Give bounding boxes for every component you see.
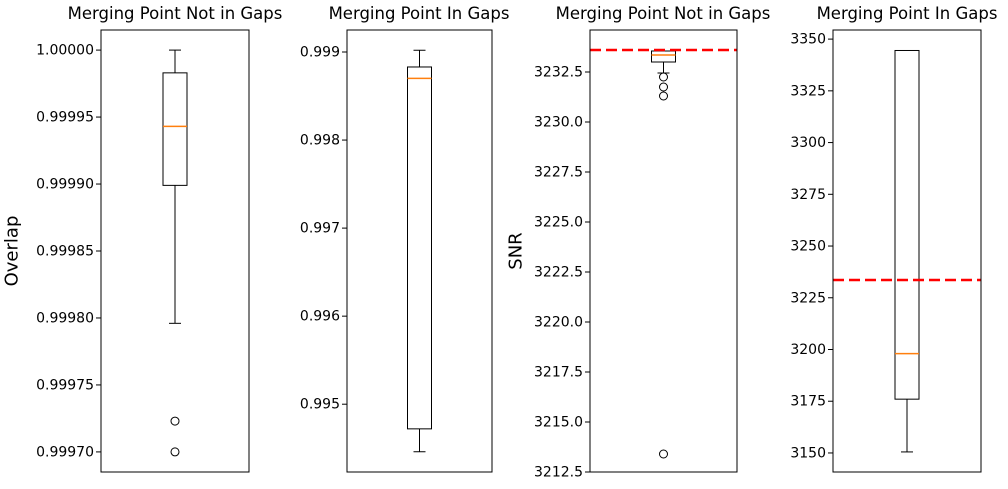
axes-frame: [346, 29, 493, 473]
y-tick-label: 3275: [790, 187, 826, 203]
y-tick-label: 0.999: [300, 45, 340, 61]
outlier-point: [659, 72, 668, 82]
axes-frame: [589, 29, 738, 473]
y-tick-label: 3232.5: [534, 65, 583, 81]
y-tick-label: 0.99985: [36, 244, 94, 260]
axes-frame: [832, 29, 982, 473]
axes-frame: [100, 29, 250, 473]
y-tick-label: 3217.5: [534, 365, 583, 381]
y-tick-label: 3150: [790, 445, 826, 461]
subplot-3-title: Merging Point Not in Gaps: [555, 4, 771, 23]
subplot-2-title: Merging Point In Gaps: [328, 4, 510, 23]
y-tick-label: 0.997: [300, 221, 340, 237]
y-tick-label: 3230.0: [534, 115, 583, 131]
y-tick-label: 0.99995: [36, 110, 94, 126]
y-tick-label: 3212.5: [534, 465, 583, 481]
subplot-4-title: Merging Point In Gaps: [816, 4, 998, 23]
y-tick-label: 0.99980: [36, 310, 94, 326]
iqr-box: [651, 50, 676, 63]
y-tick-label: 3325: [790, 83, 826, 99]
y-tick-label: 3220.0: [534, 315, 583, 331]
y-tick-label: 0.996: [300, 309, 340, 325]
outlier-point: [659, 91, 668, 101]
outlier-point: [170, 447, 180, 457]
iqr-box: [162, 72, 188, 186]
y-tick-label: 3175: [790, 394, 826, 410]
outlier-point: [659, 82, 668, 92]
y-tick-label: 0.99975: [36, 377, 94, 393]
iqr-box: [894, 49, 920, 400]
y-tick-label: 0.998: [300, 133, 340, 149]
y-tick-label: 3225: [790, 290, 826, 306]
y-tick-label: 3215.0: [534, 415, 583, 431]
y-tick-label: 3200: [790, 342, 826, 358]
y-tick-label: 1.00000: [36, 43, 94, 59]
y-tick-label: 0.99970: [36, 444, 94, 460]
y-tick-label: 3250: [790, 239, 826, 255]
y-tick-label: 3350: [790, 32, 826, 48]
y-tick-label: 0.99990: [36, 177, 94, 193]
outlier-point: [170, 416, 180, 426]
y-tick-label: 3222.5: [534, 265, 583, 281]
iqr-box: [407, 66, 432, 430]
subplot-1-title: Merging Point Not in Gaps: [67, 4, 283, 23]
y-tick-label: 3300: [790, 135, 826, 151]
y-tick-label: 0.995: [300, 397, 340, 413]
outlier-point: [659, 449, 668, 459]
y-tick-label: 3225.0: [534, 215, 583, 231]
y-tick-label: 3227.5: [534, 165, 583, 181]
